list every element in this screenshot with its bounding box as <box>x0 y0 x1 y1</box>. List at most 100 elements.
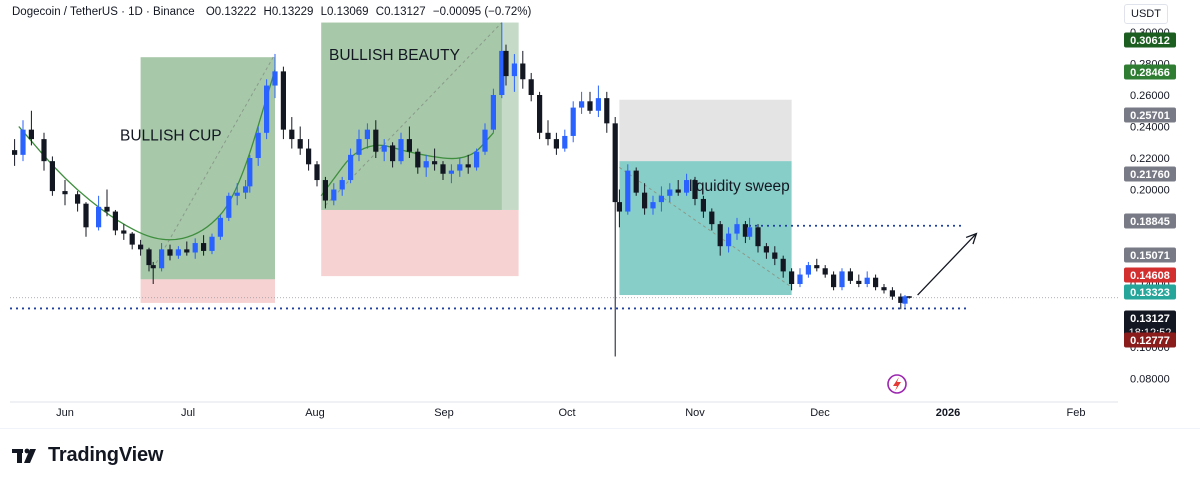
candle-down <box>742 224 748 237</box>
x-tick-label: Aug <box>305 407 325 419</box>
candle-down <box>167 249 173 256</box>
price-tag-label: 0.13127 <box>1130 313 1170 325</box>
price-chart[interactable]: BULLISH CUP BULLISH BEAUTY liquidity sweep… <box>10 0 1120 428</box>
price-tag-bg <box>1124 284 1176 300</box>
trend-line <box>619 167 792 288</box>
candle-down <box>700 198 706 212</box>
candle-up <box>192 243 198 253</box>
candle-down <box>41 139 47 162</box>
projection-arrow-head <box>965 232 978 245</box>
candle-down <box>104 206 110 212</box>
candle-up <box>398 139 404 162</box>
price-tag-label: 0.21760 <box>1130 169 1170 181</box>
candle-down <box>440 164 446 174</box>
candle-down <box>616 202 622 212</box>
price-tag-label: 0.28466 <box>1130 67 1170 79</box>
price-tag-label: 0.15071 <box>1130 250 1170 262</box>
candle-down <box>146 249 152 266</box>
candle-down <box>138 244 144 250</box>
candle-down <box>150 265 156 269</box>
candle-down <box>822 268 828 275</box>
price-axis[interactable]: 0.300000.280000.260000.240000.220000.200… <box>1120 0 1200 428</box>
candle-up <box>234 192 240 196</box>
candle-down <box>709 211 715 225</box>
symbol-label[interactable]: Dogecoin / TetherUS · 1D · Binance <box>12 6 195 18</box>
zone-box-neutral <box>619 99 792 162</box>
candle-up <box>499 50 505 95</box>
candle-down <box>847 271 853 281</box>
footer-divider <box>0 428 1200 429</box>
brand-name: TradingView <box>48 444 164 466</box>
candle-up <box>217 217 223 237</box>
change-value: −0.00095 (−0.72%) <box>432 6 532 18</box>
chart-frame: BULLISH CUP BULLISH BEAUTY liquidity sweep… <box>10 0 1120 428</box>
high-value: H0.13229 <box>263 6 314 18</box>
candle-down <box>889 290 895 297</box>
price-tag-label: 0.25701 <box>1130 110 1170 122</box>
x-tick-label: Feb <box>1067 407 1086 419</box>
candle-up <box>159 249 165 269</box>
annotation-label: liquidity sweep <box>689 178 790 195</box>
candle-up <box>272 71 278 86</box>
price-tag-bg <box>1124 107 1176 123</box>
candle-down <box>322 180 328 201</box>
annotation-label: BULLISH CUP <box>120 127 222 144</box>
candle-down <box>503 50 509 77</box>
currency-selector[interactable]: USDT <box>1124 4 1168 24</box>
lightning-icon <box>887 374 907 394</box>
candle-down <box>406 139 412 152</box>
candle-up <box>667 189 673 196</box>
candle-down <box>373 129 379 152</box>
price-tag-label: 0.14608 <box>1130 270 1170 282</box>
candle-up <box>243 186 249 193</box>
candle-up <box>20 129 26 155</box>
price-tag-bg <box>1124 166 1176 182</box>
trend-line <box>325 22 503 206</box>
candle-up <box>226 195 232 218</box>
x-tick-label: 2026 <box>936 407 960 419</box>
x-tick-label: Jul <box>181 407 195 419</box>
lightning-icon-ring <box>887 374 907 394</box>
price-tag-label: 0.30612 <box>1130 35 1170 47</box>
candle-down <box>432 161 438 165</box>
price-tag-bg <box>1124 332 1176 348</box>
x-tick-label: Jun <box>56 407 74 419</box>
candle-up <box>747 227 753 237</box>
price-tag-bg <box>1124 267 1176 283</box>
symbol-header: Dogecoin / TetherUS · 1D · Binance O0.13… <box>12 6 531 18</box>
candle-up <box>490 95 496 130</box>
candle-up <box>457 164 463 171</box>
low-value: L0.13069 <box>320 6 369 18</box>
candle-down <box>772 252 778 259</box>
candle-up <box>650 202 656 209</box>
candle-down <box>75 194 81 204</box>
price-tag-label: 0.12777 <box>1130 335 1170 347</box>
candle-down <box>780 258 786 272</box>
candle-down <box>83 203 89 228</box>
candle-up <box>331 189 337 201</box>
candle-down <box>121 230 127 234</box>
candle-up <box>734 224 740 234</box>
x-tick-label: Oct <box>558 407 575 419</box>
candle-down <box>642 192 648 209</box>
candle-down <box>587 101 593 111</box>
candle-up <box>579 101 585 108</box>
candle-up <box>96 206 102 228</box>
candle-up <box>562 135 568 149</box>
candle-down <box>28 129 34 140</box>
candle-down <box>520 63 526 80</box>
price-tag-bg <box>1124 32 1176 48</box>
candle-down <box>129 233 135 245</box>
candle-down <box>898 296 904 303</box>
y-tick-label: 0.20000 <box>1130 185 1170 197</box>
candle-up <box>902 296 908 304</box>
candle-down <box>390 145 396 162</box>
price-tag-label: 0.13323 <box>1130 287 1170 299</box>
candle-up <box>339 180 345 190</box>
candle-down <box>280 71 286 130</box>
candle-up <box>264 85 270 133</box>
candle-up <box>864 277 870 284</box>
candle-up <box>381 145 387 152</box>
candle-up <box>570 107 576 136</box>
candle-down <box>856 280 862 284</box>
